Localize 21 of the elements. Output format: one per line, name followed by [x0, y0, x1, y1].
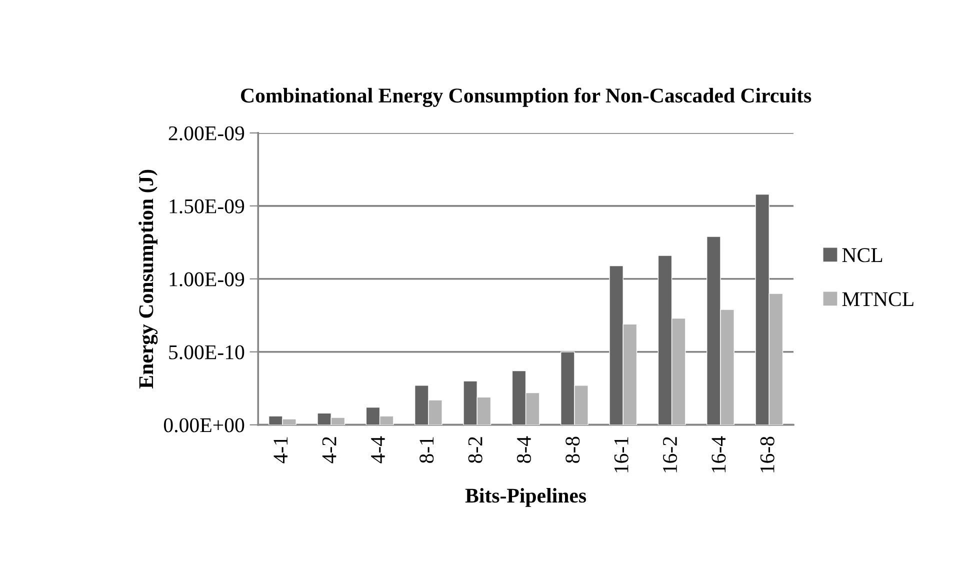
x-tick-label: 16-2	[663, 437, 678, 472]
x-tick-label: 16-8	[760, 436, 774, 472]
y-tick-label: 1.50E-09	[170, 199, 244, 214]
y-tick-label: 0.00E+00	[164, 418, 244, 432]
y-tick-label: 2.00E-09	[168, 126, 244, 140]
x-tick-label: 4-2	[322, 437, 336, 464]
x-axis-title: Bits-Pipelines	[465, 488, 586, 507]
x-tick-label: 8-2	[468, 437, 482, 463]
x-tick-label: 8-4	[516, 436, 532, 463]
x-tick-label: 16-1	[614, 437, 628, 472]
x-tick-label: 8-8	[566, 436, 580, 463]
x-tick-label: 16-4	[712, 436, 726, 472]
legend-label: MTNCL	[842, 292, 914, 306]
x-tick-label: 8-1	[420, 437, 434, 463]
y-axis-title: Energy Consumption (J)	[138, 170, 158, 388]
legend-label: NCL	[842, 248, 882, 262]
x-tick-label: 4-1	[274, 437, 288, 464]
chart-title: Combinational Energy Consumption for Non-Cascaded Circuits	[241, 88, 812, 107]
y-tick-label: 1.00E-09	[170, 272, 244, 286]
y-tick-label: 5.00E-10	[169, 345, 244, 360]
x-tick-label: 4-4	[371, 436, 385, 464]
